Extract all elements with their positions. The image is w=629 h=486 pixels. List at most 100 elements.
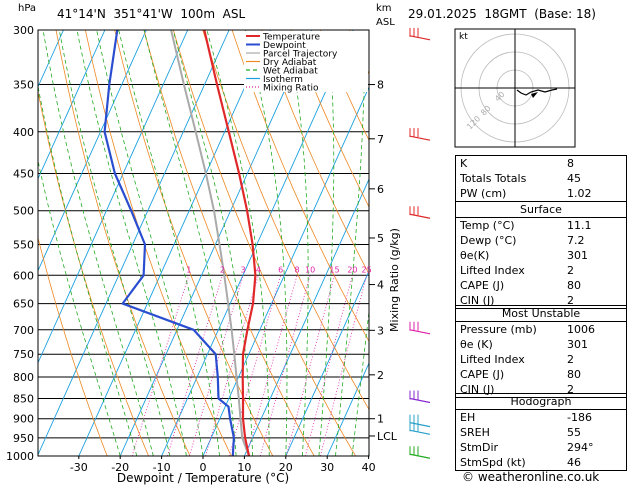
index-row: Totals Totals 45: [456, 171, 626, 186]
wet-adiabat-line: [76, 30, 187, 456]
pressure-tick-label: 950: [13, 432, 34, 445]
dry-adiabat-line: [38, 236, 108, 456]
wind-barb: [409, 213, 431, 219]
most-unstable-title: Most Unstable: [501, 307, 581, 320]
mixing-ratio-label: 4: [256, 265, 261, 274]
wet-adiabat-line: [335, 30, 366, 456]
surface-row-name: Dewp (°C): [460, 234, 517, 247]
hodograph-row-value: 55: [567, 426, 581, 439]
most-unstable-row: Lifted Index 2: [456, 352, 626, 367]
wet-adiabat-line: [38, 159, 121, 456]
wet-adiabat-line: [206, 30, 270, 456]
mixing-ratio-line: [228, 275, 282, 456]
pressure-tick-label: 800: [13, 371, 34, 384]
hpa-label: hPa: [18, 3, 37, 14]
dry-adiabat-line: [85, 30, 232, 456]
pressure-tick-label: 300: [13, 24, 34, 37]
dry-adiabat-line: [261, 30, 369, 275]
surface-row: θe(K) 301: [456, 248, 626, 263]
surface-row-value: 11.1: [567, 219, 592, 232]
most-unstable-row-name: Pressure (mb): [460, 323, 537, 336]
height-tick-label: LCL: [377, 430, 398, 443]
most-unstable-row-name: CAPE (J): [460, 368, 505, 381]
most-unstable-row-name: θe (K): [460, 338, 493, 351]
hodograph: kt 40 80 120: [454, 28, 576, 148]
wet-adiabat-line: [42, 30, 154, 456]
wet-adiabat-line: [58, 30, 171, 456]
hodograph-row-name: EH: [460, 411, 476, 424]
index-row-value: 45: [567, 172, 581, 185]
wind-barb: [409, 397, 431, 404]
mixing-ratio-label: 10: [305, 265, 315, 274]
surface-title: Surface: [520, 203, 562, 216]
index-row-value: 8: [567, 157, 574, 170]
height-tick-label: 3: [377, 324, 384, 337]
dry-adiabat-line: [38, 89, 149, 456]
dewpoint-line: [103, 30, 235, 456]
most-unstable-panel: Most Unstable Pressure (mb) 1006 θe (K) 301…: [455, 305, 627, 398]
isotherm-line: [38, 30, 106, 180]
surface-row: CIN (J) 2: [456, 293, 626, 308]
pressure-tick-label: 900: [13, 413, 34, 426]
pressure-tick-label: 750: [13, 348, 34, 361]
surface-row-value: 80: [567, 279, 581, 292]
surface-row-value: 2: [567, 294, 574, 307]
most-unstable-row: CIN (J) 2: [456, 382, 626, 397]
x-axis-title: Dewpoint / Temperature (°C): [117, 471, 289, 485]
hodograph-row: StmSpd (kt) 46: [456, 455, 626, 470]
isotherm-line: [78, 30, 271, 456]
isotherm-line: [243, 178, 369, 456]
most-unstable-row-value: 2: [567, 353, 574, 366]
height-tick-label: 8: [377, 79, 384, 92]
pressure-tick-label: 450: [13, 167, 34, 180]
mixing-ratio-line: [260, 275, 311, 456]
wet-adiabat-line: [96, 30, 204, 456]
pressure-tick-label: 700: [13, 324, 34, 337]
index-row-name: K: [460, 157, 468, 170]
pressure-tick-label: 400: [13, 126, 34, 139]
surface-row-name: Temp (°C): [460, 219, 515, 232]
mixing-ratio-label: 6: [278, 265, 283, 274]
mixing-ratio-line: [320, 275, 367, 456]
legend-box: [244, 31, 368, 92]
surface-row-value: 301: [567, 249, 588, 262]
storm-motion-arrow: [531, 92, 538, 98]
wet-adiabat-line: [318, 30, 335, 456]
hodograph-table-panel: Hodograph EH -186 SREH 55 StmDir 294° StmSpd (…: [455, 393, 627, 471]
pressure-tick-label: 500: [13, 205, 34, 218]
most-unstable-row-value: 2: [567, 383, 574, 396]
most-unstable-row-value: 301: [567, 338, 588, 351]
location-title: 41°14'N 351°41'W 100m ASL: [57, 7, 246, 21]
dry-adiabat-line: [55, 30, 191, 456]
surface-row: Dewp (°C) 7.2: [456, 233, 626, 248]
hodograph-row-name: StmSpd (kt): [460, 456, 526, 469]
hodograph-row: StmDir 294°: [456, 440, 626, 455]
dry-adiabat-line: [143, 30, 315, 456]
pressure-tick-label: 850: [13, 392, 34, 405]
surface-row-name: CAPE (J): [460, 279, 505, 292]
dry-adiabat-line: [231, 30, 369, 343]
pressure-tick-label: 550: [13, 238, 34, 251]
x-tick-label: -30: [70, 461, 88, 474]
wet-adiabat-line: [143, 30, 237, 456]
most-unstable-row-name: CIN (J): [460, 383, 495, 396]
dry-adiabat-line: [290, 30, 369, 208]
mixing-ratio-line: [285, 275, 335, 456]
legend-label: Wet Adiabat: [263, 67, 318, 77]
pressure-tick-label: 600: [13, 269, 34, 282]
mixing-ratio-label: 15: [329, 265, 339, 274]
wind-barb: [409, 429, 431, 435]
hodograph-row-value: -186: [567, 411, 592, 424]
wind-barb: [409, 329, 431, 335]
height-tick-label: 4: [377, 279, 384, 292]
wind-barb: [409, 453, 431, 459]
height-tick-label: 1: [377, 413, 384, 426]
most-unstable-row: Pressure (mb) 1006: [456, 322, 626, 337]
dry-adiabat-line: [202, 30, 369, 411]
isotherm-line: [285, 270, 369, 456]
most-unstable-row-name: Lifted Index: [460, 353, 525, 366]
height-tick-label: 5: [377, 232, 384, 245]
legend-label: Temperature: [262, 33, 320, 43]
